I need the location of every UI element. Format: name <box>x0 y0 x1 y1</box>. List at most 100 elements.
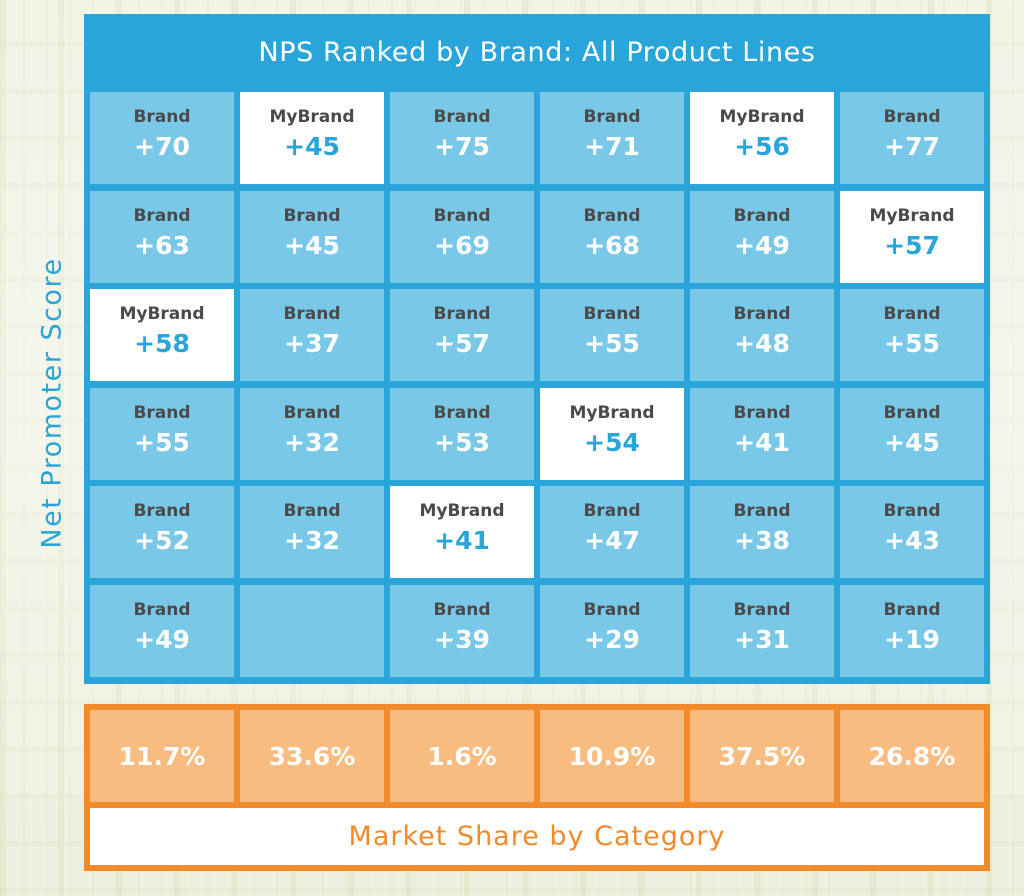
market-share-cell: 1.6% <box>390 710 534 802</box>
brand-label: MyBrand <box>869 205 955 226</box>
brand-label: Brand <box>733 205 791 226</box>
market-share-cell: 11.7% <box>90 710 234 802</box>
market-share-row: 11.7% 33.6% 1.6% 10.9% 37.5% 26.8% <box>90 710 984 802</box>
brand-label: Brand <box>133 107 191 127</box>
brand-cell: Brand +69 <box>390 190 534 283</box>
nps-score: +55 <box>134 427 190 457</box>
brand-label: Brand <box>583 501 641 522</box>
nps-score: +19 <box>884 624 940 654</box>
brand-label: Brand <box>283 205 341 226</box>
nps-score: +71 <box>584 132 640 161</box>
brand-cell: Brand +53 <box>390 387 534 480</box>
mybrand-cell: MyBrand +45 <box>240 92 384 184</box>
brand-label: Brand <box>883 501 941 522</box>
nps-score: +47 <box>584 526 640 556</box>
nps-panel: NPS Ranked by Brand: All Product Lines B… <box>84 14 990 684</box>
brand-cell: Brand +41 <box>690 387 834 480</box>
brand-label: Brand <box>133 402 191 423</box>
brand-cell: Brand +75 <box>390 92 534 184</box>
brand-cell: Brand +38 <box>690 486 834 579</box>
nps-grid: Brand +70 MyBrand +45 Brand +75 Brand +71 MyBran… <box>90 92 984 677</box>
brand-cell: Brand +48 <box>690 289 834 382</box>
empty-cell <box>240 584 384 677</box>
brand-label: MyBrand <box>719 107 805 127</box>
brand-label: MyBrand <box>119 304 205 325</box>
brand-cell: Brand +43 <box>840 486 984 579</box>
brand-label: Brand <box>733 402 791 423</box>
brand-label: Brand <box>583 205 641 226</box>
brand-label: Brand <box>733 304 791 325</box>
brand-label: Brand <box>883 304 941 325</box>
brand-label: Brand <box>133 205 191 226</box>
nps-score: +45 <box>284 230 340 260</box>
y-axis-label: Net Promoter Score <box>36 257 68 549</box>
brand-label: Brand <box>583 304 641 325</box>
nps-score: +63 <box>134 230 190 260</box>
brand-label: Brand <box>283 402 341 423</box>
brand-label: Brand <box>883 402 941 423</box>
brand-label: MyBrand <box>269 107 355 127</box>
nps-score: +45 <box>884 427 940 457</box>
nps-score: +57 <box>884 230 940 260</box>
brand-cell: Brand +52 <box>90 486 234 579</box>
mybrand-cell: MyBrand +56 <box>690 92 834 184</box>
nps-score: +38 <box>734 526 790 556</box>
brand-label: Brand <box>883 599 941 620</box>
nps-score: +43 <box>884 526 940 556</box>
nps-score: +41 <box>734 427 790 457</box>
brand-label: Brand <box>733 599 791 620</box>
nps-score: +55 <box>884 329 940 359</box>
nps-score: +49 <box>134 624 190 654</box>
nps-score: +37 <box>284 329 340 359</box>
brand-label: Brand <box>433 304 491 325</box>
nps-score: +58 <box>134 329 190 359</box>
nps-score: +32 <box>284 427 340 457</box>
brand-label: Brand <box>883 107 941 127</box>
brand-label: Brand <box>433 599 491 620</box>
market-share-cell: 37.5% <box>690 710 834 802</box>
brand-cell: Brand +57 <box>390 289 534 382</box>
brand-cell: Brand +31 <box>690 584 834 677</box>
brand-label: Brand <box>433 205 491 226</box>
market-share-panel: 11.7% 33.6% 1.6% 10.9% 37.5% 26.8% Market Sha… <box>84 704 990 871</box>
brand-label: MyBrand <box>419 501 505 522</box>
brand-cell: Brand +45 <box>840 387 984 480</box>
mybrand-cell: MyBrand +41 <box>390 486 534 579</box>
mybrand-cell: MyBrand +54 <box>540 387 684 480</box>
nps-score: +70 <box>134 132 190 161</box>
brand-cell: Brand +19 <box>840 584 984 677</box>
nps-score: +57 <box>434 329 490 359</box>
market-share-cell: 26.8% <box>840 710 984 802</box>
brand-label: Brand <box>283 501 341 522</box>
market-share-cell: 33.6% <box>240 710 384 802</box>
nps-score: +49 <box>734 230 790 260</box>
brand-label: Brand <box>283 304 341 325</box>
nps-score: +69 <box>434 230 490 260</box>
nps-score: +68 <box>584 230 640 260</box>
nps-score: +29 <box>584 624 640 654</box>
nps-score: +39 <box>434 624 490 654</box>
mybrand-cell: MyBrand +58 <box>90 289 234 382</box>
brand-label: Brand <box>133 599 191 620</box>
nps-score: +54 <box>584 427 640 457</box>
brand-cell: Brand +29 <box>540 584 684 677</box>
nps-score: +75 <box>434 132 490 161</box>
brand-label: Brand <box>583 107 641 127</box>
brand-label: Brand <box>733 501 791 522</box>
nps-score: +41 <box>434 526 490 556</box>
nps-score: +55 <box>584 329 640 359</box>
chart-title: NPS Ranked by Brand: All Product Lines <box>258 36 816 68</box>
brand-cell: Brand +68 <box>540 190 684 283</box>
brand-label: Brand <box>433 402 491 423</box>
brand-cell: Brand +55 <box>840 289 984 382</box>
brand-label: MyBrand <box>569 402 655 423</box>
brand-cell: Brand +49 <box>690 190 834 283</box>
brand-cell: Brand +55 <box>90 387 234 480</box>
nps-score: +77 <box>884 132 940 161</box>
nps-score: +52 <box>134 526 190 556</box>
brand-cell: Brand +70 <box>90 92 234 184</box>
brand-cell: Brand +49 <box>90 584 234 677</box>
brand-cell: Brand +39 <box>390 584 534 677</box>
brand-cell: Brand +77 <box>840 92 984 184</box>
brand-cell: Brand +55 <box>540 289 684 382</box>
